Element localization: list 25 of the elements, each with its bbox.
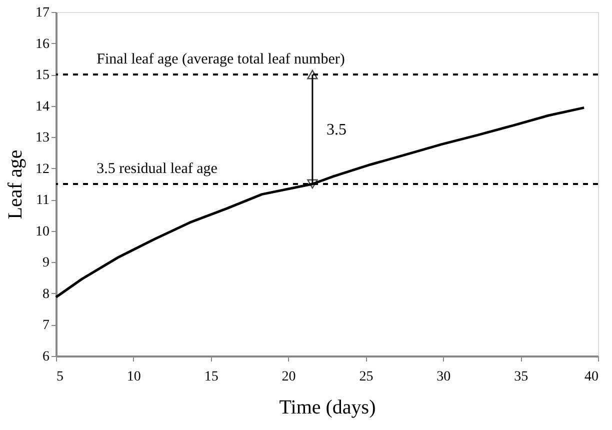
x-tick-label: 35 (514, 370, 528, 384)
y-tick-label: 14 (36, 99, 50, 114)
y-tick-label: 12 (36, 162, 50, 177)
x-tick-label: 15 (204, 370, 218, 384)
y-tick-label: 16 (36, 36, 50, 52)
y-tick-label: 7 (42, 318, 50, 334)
y-tick-label: 9 (42, 256, 50, 271)
ref-line-label: Final leaf age (average total leaf number) (96, 52, 345, 68)
y-tick-label: 11 (36, 193, 50, 208)
y-tick-label: 17 (36, 6, 50, 20)
x-tick-label: 40 (584, 370, 598, 384)
y-tick-label: 15 (36, 68, 50, 84)
x-tick-label: 5 (56, 370, 64, 384)
ref-line-label: 3.5 residual leaf age (96, 161, 218, 177)
x-tick-label: 30 (436, 370, 451, 384)
x-axis-title: Time (days) (279, 396, 376, 418)
y-tick-label: 8 (42, 286, 50, 302)
x-tick-label: 25 (359, 370, 374, 384)
y-axis-title: Leaf age (4, 150, 26, 220)
y-tick-label: 10 (36, 224, 50, 240)
y-tick-label: 6 (42, 350, 50, 364)
x-tick-label: 10 (126, 370, 141, 384)
annotation: 3.5 (326, 121, 346, 138)
x-tick-label: 20 (282, 370, 296, 384)
y-tick-label: 13 (36, 130, 50, 146)
